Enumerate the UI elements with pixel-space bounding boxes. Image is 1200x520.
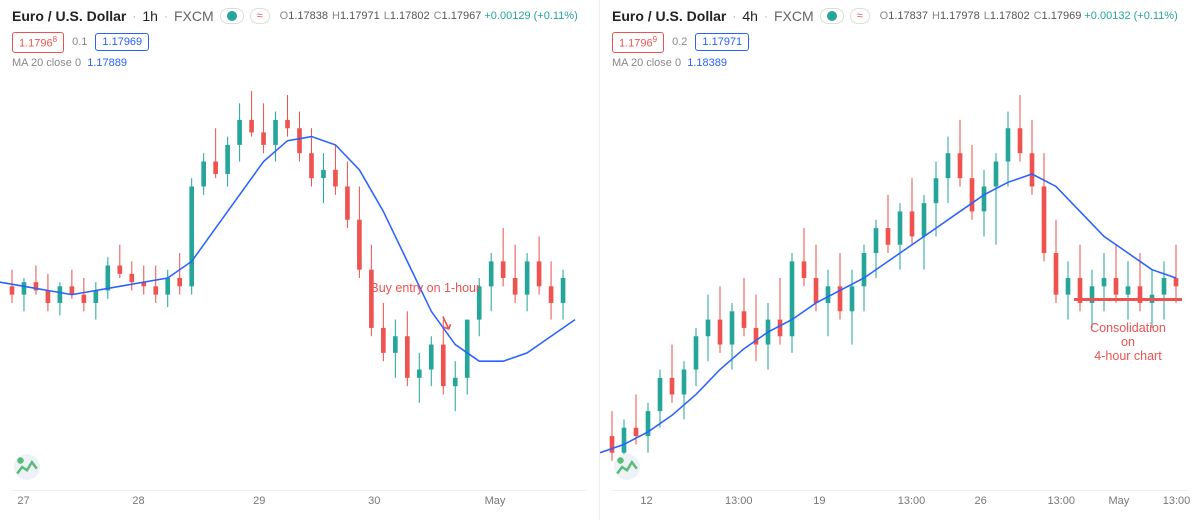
chart-annotation: Buy entry on 1-hour — [370, 282, 480, 296]
chart-panel: Euro / U.S. Dollar · 1h · FXCM ≈ O1.17838H1.17… — [0, 0, 600, 520]
symbol-title[interactable]: Euro / U.S. Dollar — [12, 8, 126, 24]
chart-settings-icon[interactable] — [614, 454, 640, 480]
source-label: FXCM — [174, 8, 214, 24]
x-tick: 27 — [17, 495, 29, 507]
x-axis: 12 13:00 19 13:00 26 13:00 May 13:00 — [612, 490, 1188, 510]
wave-icon: ≈ — [850, 8, 870, 24]
ma-label[interactable]: MA 20 close 0 — [12, 57, 81, 69]
chart-area[interactable] — [0, 70, 599, 486]
x-tick: 19 — [813, 495, 825, 507]
x-tick: 13:00 — [725, 495, 753, 507]
ohlc-readout: O1.17838H1.17971L1.17802C1.17967 +0.0012… — [276, 10, 578, 22]
consolidation-line — [1074, 298, 1182, 301]
symbol-title[interactable]: Euro / U.S. Dollar — [612, 8, 726, 24]
chart-annotation: Consolidation on4-hour chart — [1090, 322, 1166, 363]
separator: · — [732, 9, 736, 23]
x-tick: May — [485, 495, 506, 507]
market-status-icon — [820, 8, 844, 24]
x-tick: 28 — [132, 495, 144, 507]
interval-label[interactable]: 1h — [142, 8, 158, 24]
interval-label[interactable]: 4h — [742, 8, 758, 24]
chart-header: Euro / U.S. Dollar · 1h · FXCM ≈ O1.17838H1.17… — [0, 0, 599, 28]
x-axis: 27 28 29 30 May — [12, 490, 587, 510]
ohlc-readout: O1.17837H1.17978L1.17802C1.17969 +0.0013… — [876, 10, 1178, 22]
ma-value: 1.18389 — [687, 57, 727, 69]
source-label: FXCM — [774, 8, 814, 24]
ma-value: 1.17889 — [87, 57, 127, 69]
x-tick: 13:00 — [1048, 495, 1076, 507]
separator: · — [164, 9, 168, 23]
ma-label[interactable]: MA 20 close 0 — [612, 57, 681, 69]
price-row: 1.17968 0.1 1.17969 — [0, 28, 599, 55]
spread-value: 0.1 — [72, 36, 87, 48]
x-tick: 13:00 — [898, 495, 926, 507]
x-tick: 30 — [368, 495, 380, 507]
separator: · — [132, 9, 136, 23]
x-tick: May — [1108, 495, 1129, 507]
x-tick: 13:00 — [1163, 495, 1191, 507]
chart-area[interactable] — [600, 70, 1200, 486]
wave-icon: ≈ — [250, 8, 270, 24]
bid-price[interactable]: 1.17969 — [612, 32, 664, 53]
separator: · — [764, 9, 768, 23]
price-row: 1.17969 0.2 1.17971 — [600, 28, 1200, 55]
x-tick: 12 — [640, 495, 652, 507]
chart-settings-icon[interactable] — [14, 454, 40, 480]
x-tick: 29 — [253, 495, 265, 507]
indicator-row: MA 20 close 0 1.17889 — [0, 55, 599, 69]
chart-panel: Euro / U.S. Dollar · 4h · FXCM ≈ O1.17837H1.17… — [600, 0, 1200, 520]
bid-price[interactable]: 1.17968 — [12, 32, 64, 53]
spread-value: 0.2 — [672, 36, 687, 48]
indicator-row: MA 20 close 0 1.18389 — [600, 55, 1200, 69]
ask-price[interactable]: 1.17971 — [695, 33, 749, 51]
market-status-icon — [220, 8, 244, 24]
x-tick: 26 — [975, 495, 987, 507]
chart-header: Euro / U.S. Dollar · 4h · FXCM ≈ O1.17837H1.17… — [600, 0, 1200, 28]
ask-price[interactable]: 1.17969 — [95, 33, 149, 51]
